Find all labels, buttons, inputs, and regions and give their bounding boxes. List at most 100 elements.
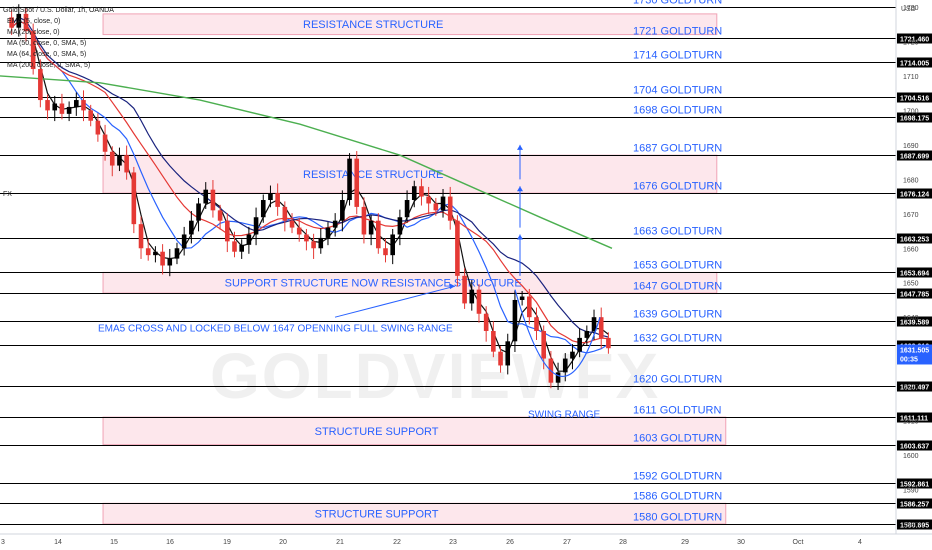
- level-label-2: 1714 GOLDTURN: [633, 50, 722, 62]
- price-tag-bg-12: [897, 381, 932, 392]
- legend-item-ma200: MA (200, close, 0, SMA, 5): [7, 62, 90, 69]
- y-tick-3: 1610: [903, 419, 919, 426]
- price-tag-bg-7: [897, 233, 932, 244]
- annotations-group: EMA5 CROSS AND LOCKED BELOW 1647 OPENNIN…: [98, 144, 601, 421]
- candle-body-44: [318, 237, 324, 249]
- candle-body-46: [332, 220, 338, 228]
- x-tick-8: 23: [449, 539, 457, 546]
- ma20-line: [11, 20, 609, 354]
- candle-body-19: [138, 224, 144, 249]
- level-label-14: 1603 GOLDTURN: [633, 433, 722, 445]
- candle-body-60: [433, 203, 439, 211]
- candle-body-51: [368, 220, 374, 235]
- candle-body-64: [462, 275, 467, 304]
- price-axis[interactable]: USD 1721.460 1714.005 1704.516 1698.175 1687…: [895, 0, 932, 534]
- candle-body-7: [52, 103, 58, 111]
- candle-body-68: [491, 330, 496, 352]
- ma64-line: [11, 16, 609, 338]
- price-tag-1: 1721.460: [900, 37, 929, 44]
- x-tick-13: 30: [737, 539, 745, 546]
- x-tick-1: 14: [54, 539, 62, 546]
- y-tick-4: 1620: [903, 384, 919, 391]
- level-label-15: 1592 GOLDTURN: [633, 471, 722, 483]
- x-tick-12: 29: [681, 539, 689, 546]
- candle-body-30: [217, 210, 223, 221]
- candle-body-16: [117, 155, 122, 166]
- candle-body-11: [81, 100, 86, 111]
- candle-body-67: [483, 313, 489, 331]
- price-tag-bg-14: [897, 440, 932, 451]
- candle-body-17: [124, 155, 129, 173]
- candle-body-25: [181, 234, 187, 249]
- candle-body-70: [505, 341, 511, 366]
- price-tag-9: 1647.785: [900, 292, 929, 299]
- y-tick-8: 1660: [903, 246, 919, 253]
- price-tag-2: 1714.005: [900, 61, 929, 68]
- price-tag-13: 1611.111: [900, 416, 928, 423]
- candle-body-63: [455, 220, 460, 276]
- candle-body-66: [476, 289, 482, 314]
- x-tick-7: 22: [393, 539, 401, 546]
- candle-body-53: [383, 248, 388, 256]
- price-tag-8: 1653.694: [900, 271, 929, 278]
- y-tick-11: 1690: [903, 143, 919, 150]
- y-tick-13: 1710: [903, 74, 919, 81]
- candle-body-54: [390, 234, 395, 256]
- y-tick-0: 1580: [903, 522, 919, 529]
- candle-body-56: [404, 200, 410, 218]
- legend-item-ema5: EMA (5, close, 0): [7, 18, 60, 25]
- x-tick-5: 20: [279, 539, 287, 546]
- price-tag-bg-8: [897, 267, 932, 278]
- zone-label-3: STRUCTURE SUPPORT: [315, 426, 439, 438]
- candle-body-24: [174, 248, 180, 259]
- candle-body-47: [340, 200, 345, 221]
- time-axis[interactable]: 3 14 15 16 19 20 21 22 23 26 27 28 29 30 Oct 4: [0, 533, 932, 550]
- candle-body-73: [527, 296, 532, 318]
- ema5-line: [11, 20, 609, 372]
- candle-body-22: [160, 251, 165, 266]
- ma200-line: [0, 75, 613, 249]
- zone-3: [102, 416, 727, 446]
- zone-label-0: RESISTANCE STRUCTURE: [303, 19, 443, 31]
- candle-body-55: [397, 217, 403, 235]
- candle-body-75: [541, 330, 546, 359]
- zone-0: [102, 13, 718, 36]
- candle-body-71: [512, 299, 518, 342]
- y-tick-1: 1590: [903, 488, 919, 495]
- x-tick-6: 21: [336, 539, 344, 546]
- x-tick-0: 3: [1, 539, 5, 546]
- level-label-16: 1586 GOLDTURN: [633, 491, 722, 503]
- candle-body-13: [95, 120, 101, 135]
- target-arrow-head-1: [517, 186, 523, 192]
- candle-body-10: [74, 100, 79, 107]
- fx-badge: FX: [3, 191, 12, 198]
- price-tag-10: 1639.589: [900, 320, 929, 327]
- price-tag-bg-1: [897, 33, 932, 44]
- x-tick-11: 28: [619, 539, 627, 546]
- price-tag-bg-10: [897, 316, 932, 327]
- zone-label-4: STRUCTURE SUPPORT: [315, 509, 439, 521]
- candle-body-72: [519, 296, 525, 300]
- price-tag-bg-2: [897, 57, 932, 68]
- candle-body-79: [570, 351, 575, 359]
- symbol-title: Gold Spot / U.S. Dollar, 1h, OANDA: [3, 7, 114, 14]
- price-tag-6: 1676.124: [900, 192, 929, 199]
- candle-body-1: [9, 17, 14, 28]
- candle-body-34: [246, 234, 252, 245]
- candle-body-77: [555, 372, 561, 383]
- candle-body-45: [325, 227, 331, 238]
- candle-body-57: [411, 186, 417, 201]
- price-tag-bg-4: [897, 112, 932, 123]
- candle-body-49: [354, 158, 360, 207]
- candle-body-38: [275, 193, 280, 207]
- candle-body-33: [239, 244, 244, 252]
- legend-item-ma50: MA (50, close, 0, SMA, 5): [7, 40, 86, 47]
- candle-body-32: [232, 241, 237, 252]
- candle-body-5: [38, 69, 43, 101]
- x-tick-2: 15: [110, 539, 118, 546]
- price-tag-3: 1704.516: [900, 96, 929, 103]
- candle-body-52: [376, 220, 381, 249]
- annotation-arrow-head: [449, 283, 455, 290]
